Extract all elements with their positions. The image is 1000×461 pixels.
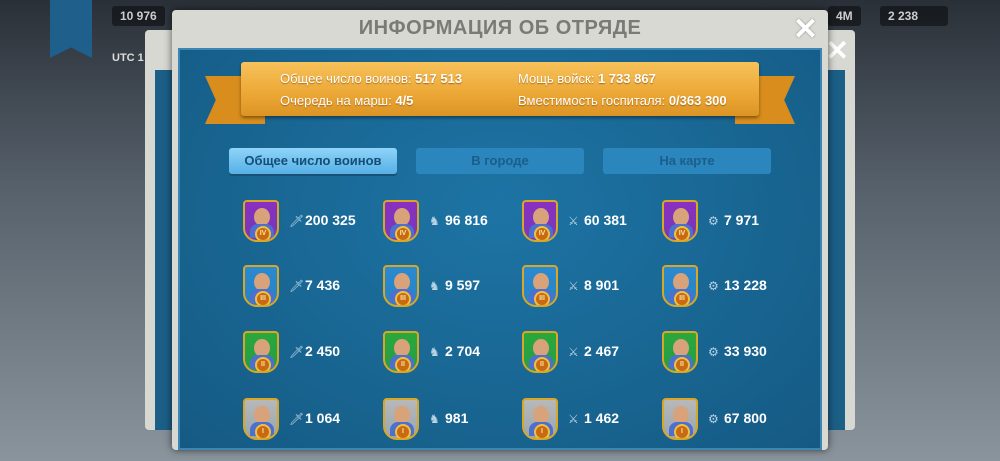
unit-portrait[interactable]: I xyxy=(383,398,419,440)
horse-icon: ♞ xyxy=(429,412,440,426)
resource-stat-right-2: 2 238 xyxy=(880,6,948,26)
tier-badge: I xyxy=(395,424,411,438)
tab-in-city[interactable]: В городе xyxy=(416,148,584,174)
unit-portrait[interactable]: II xyxy=(383,331,419,373)
hospital-capacity: Вместимость госпиталя: 0/363 300 xyxy=(518,93,727,108)
unit-portrait[interactable]: III xyxy=(662,265,698,307)
tier-badge: II xyxy=(534,357,550,371)
unit-cell[interactable]: IV 🗡 200 325 xyxy=(243,200,383,244)
unit-cell[interactable]: IV ⚙ 7 971 xyxy=(662,200,802,244)
unit-count: 7 971 xyxy=(724,212,760,228)
unit-count: 67 800 xyxy=(724,410,767,426)
unit-portrait[interactable]: III xyxy=(522,265,558,307)
bow-icon: ⚔ xyxy=(568,345,579,359)
tier-badge: IV xyxy=(534,226,550,240)
unit-cell[interactable]: III ♞ 9 597 xyxy=(383,265,523,309)
unit-cell[interactable]: I 🗡 1 064 xyxy=(243,398,383,442)
tab-total[interactable]: Общее число воинов xyxy=(229,148,397,174)
unit-portrait[interactable]: III xyxy=(243,265,279,307)
tier-badge: III xyxy=(255,291,271,305)
unit-count: 2 450 xyxy=(305,343,341,359)
unit-portrait[interactable]: IV xyxy=(522,200,558,242)
unit-count: 9 597 xyxy=(445,277,481,293)
tier-badge: III xyxy=(674,291,690,305)
unit-count: 1 064 xyxy=(305,410,341,426)
tier-badge: IV xyxy=(674,226,690,240)
unit-cell[interactable]: II ⚔ 2 467 xyxy=(522,331,662,375)
close-icon[interactable]: ✕ xyxy=(825,35,849,66)
siege-icon: ⚙ xyxy=(708,279,719,293)
horse-icon: ♞ xyxy=(429,279,440,293)
unit-portrait[interactable]: II xyxy=(662,331,698,373)
tier-badge: IV xyxy=(395,226,411,240)
tier-badge: I xyxy=(674,424,690,438)
troop-power: Мощь войск: 1 733 867 xyxy=(518,71,656,86)
tier-badge: II xyxy=(674,357,690,371)
unit-count: 1 462 xyxy=(584,410,620,426)
tier-badge: I xyxy=(255,424,271,438)
dialog-title: ИНФОРМАЦИЯ ОБ ОТРЯДЕ xyxy=(358,17,642,39)
horse-icon: ♞ xyxy=(429,214,440,228)
unit-count: 60 381 xyxy=(584,212,627,228)
unit-portrait[interactable]: I xyxy=(522,398,558,440)
siege-icon: ⚙ xyxy=(708,214,719,228)
tier-badge: I xyxy=(534,424,550,438)
unit-cell[interactable]: III 🗡 7 436 xyxy=(243,265,383,309)
unit-portrait[interactable]: IV xyxy=(383,200,419,242)
unit-cell[interactable]: II 🗡 2 450 xyxy=(243,331,383,375)
tier-badge: IV xyxy=(255,226,271,240)
resource-stat: 10 976 xyxy=(112,6,165,26)
tier-badge: III xyxy=(395,291,411,305)
tier-badge: II xyxy=(255,357,271,371)
sword-icon: 🗡 xyxy=(289,279,305,293)
unit-cell[interactable]: IV ♞ 96 816 xyxy=(383,200,523,244)
siege-icon: ⚙ xyxy=(708,412,719,426)
unit-portrait[interactable]: II xyxy=(243,331,279,373)
unit-portrait[interactable]: II xyxy=(522,331,558,373)
bow-icon: ⚔ xyxy=(568,214,579,228)
total-troops: Общее число воинов: 517 513 xyxy=(280,71,463,86)
horse-icon: ♞ xyxy=(429,345,440,359)
unit-count: 33 930 xyxy=(724,343,767,359)
sword-icon: 🗡 xyxy=(289,214,305,228)
sword-icon: 🗡 xyxy=(289,345,305,359)
unit-portrait[interactable]: I xyxy=(662,398,698,440)
unit-cell[interactable]: III ⚔ 8 901 xyxy=(522,265,662,309)
march-queue: Очередь на марш: 4/5 xyxy=(280,93,414,108)
resource-stat-right: 4M xyxy=(828,6,861,26)
unit-portrait[interactable]: IV xyxy=(243,200,279,242)
unit-count: 2 704 xyxy=(445,343,481,359)
unit-cell[interactable]: I ⚔ 1 462 xyxy=(522,398,662,442)
unit-portrait[interactable]: III xyxy=(383,265,419,307)
tab-on-map[interactable]: На карте xyxy=(603,148,771,174)
siege-icon: ⚙ xyxy=(708,345,719,359)
unit-portrait[interactable]: IV xyxy=(662,200,698,242)
sword-icon: 🗡 xyxy=(289,412,305,426)
unit-count: 981 xyxy=(445,410,469,426)
tier-badge: II xyxy=(395,357,411,371)
unit-cell[interactable]: I ⚙ 67 800 xyxy=(662,398,802,442)
bow-icon: ⚔ xyxy=(568,412,579,426)
unit-count: 13 228 xyxy=(724,277,767,293)
unit-count: 8 901 xyxy=(584,277,620,293)
unit-portrait[interactable]: I xyxy=(243,398,279,440)
summary-ribbon: Общее число воинов: 517 513 Мощь войск: … xyxy=(205,62,795,124)
utc-time: UTC 1 xyxy=(112,52,144,64)
unit-count: 200 325 xyxy=(305,212,356,228)
unit-cell[interactable]: II ♞ 2 704 xyxy=(383,331,523,375)
tier-badge: III xyxy=(534,291,550,305)
unit-count: 2 467 xyxy=(584,343,620,359)
bow-icon: ⚔ xyxy=(568,279,579,293)
unit-cell[interactable]: I ♞ 981 xyxy=(383,398,523,442)
unit-count: 7 436 xyxy=(305,277,341,293)
unit-cell[interactable]: III ⚙ 13 228 xyxy=(662,265,802,309)
unit-count: 96 816 xyxy=(445,212,488,228)
close-button[interactable]: ✕ xyxy=(792,13,818,46)
unit-cell[interactable]: IV ⚔ 60 381 xyxy=(522,200,662,244)
unit-cell[interactable]: II ⚙ 33 930 xyxy=(662,331,802,375)
